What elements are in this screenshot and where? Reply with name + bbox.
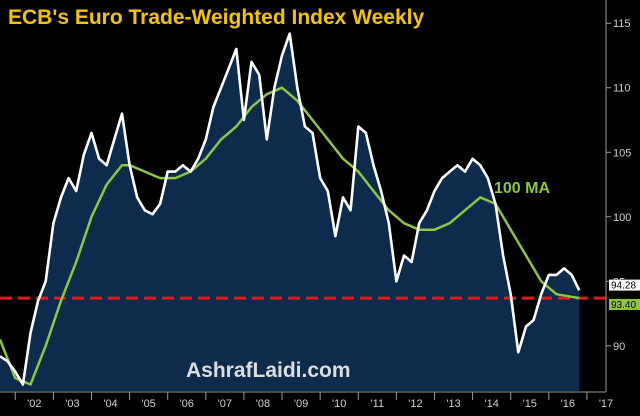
x-tick-label: '13: [446, 398, 460, 410]
ma-annotation: 100 MA: [494, 180, 550, 197]
x-tick-label: '09: [294, 398, 308, 410]
price-series-line: [0, 32, 581, 386]
x-tick-label: '04: [103, 398, 117, 410]
ma-series-line: [0, 86, 580, 386]
x-tick-label: '12: [408, 398, 422, 410]
x-tick-label: '05: [141, 398, 155, 410]
x-tick-label: '06: [180, 398, 194, 410]
y-tick-label: 115: [613, 18, 631, 30]
last-value-label: 93.40: [611, 300, 636, 311]
line-layer: [0, 32, 606, 386]
area-fill-layer: [0, 33, 580, 391]
x-tick-label: '16: [561, 398, 575, 410]
axis-layer: 9095100105110115'02'03'04'05'06'07'08'09…: [0, 0, 631, 410]
y-tick-label: 100: [613, 212, 631, 224]
last-value-box: [609, 298, 640, 310]
y-tick-label: 110: [613, 83, 631, 95]
x-tick-label: '17: [599, 398, 613, 410]
x-tick-label: '14: [484, 398, 498, 410]
y-tick-label: 90: [613, 341, 625, 353]
x-tick-label: '02: [27, 398, 41, 410]
watermark-text: AshrafLaidi.com: [186, 359, 351, 382]
label-layer: 94.28 93.40: [609, 279, 640, 311]
last-value-box: [609, 279, 640, 291]
y-tick-label: 105: [613, 147, 631, 159]
x-tick-label: '03: [65, 398, 79, 410]
x-tick-label: '10: [332, 398, 346, 410]
price-area-fill: [0, 33, 580, 391]
x-tick-label: '11: [371, 398, 385, 410]
x-tick-label: '07: [218, 398, 232, 410]
x-tick-label: '08: [256, 398, 270, 410]
chart-title: ECB's Euro Trade-Weighted Index Weekly: [8, 6, 424, 29]
x-tick-label: '15: [523, 398, 537, 410]
last-value-label: 94.28: [611, 281, 636, 292]
